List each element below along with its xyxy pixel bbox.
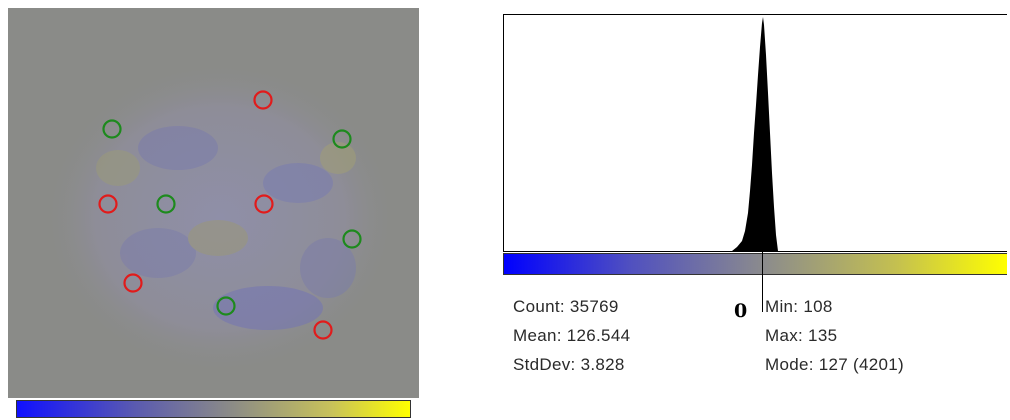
histogram-colorbar	[503, 253, 1007, 275]
stat-stddev: StdDev: 3.828	[513, 355, 625, 374]
histogram-peak	[732, 17, 778, 251]
image-colorbar	[16, 400, 411, 418]
stat-min: Min: 108	[765, 297, 833, 316]
green-roi-marker[interactable]	[156, 194, 176, 214]
histogram-plot	[503, 14, 1007, 252]
red-roi-marker[interactable]	[123, 273, 143, 293]
roi-overlay	[42, 60, 398, 376]
stat-max: Max: 135	[765, 326, 838, 345]
green-roi-marker[interactable]	[332, 129, 352, 149]
histogram-canvas	[732, 17, 778, 251]
green-roi-marker[interactable]	[216, 296, 236, 316]
zero-marker-line	[762, 250, 763, 312]
stat-count: Count: 35769	[513, 297, 619, 316]
red-roi-marker[interactable]	[313, 320, 333, 340]
green-roi-marker[interactable]	[342, 229, 362, 249]
zero-marker-label: 0	[734, 300, 748, 322]
image-view[interactable]	[8, 8, 419, 398]
specimen-disc	[42, 60, 398, 376]
green-roi-marker[interactable]	[102, 119, 122, 139]
red-roi-marker[interactable]	[98, 194, 118, 214]
stat-mean: Mean: 126.544	[513, 326, 631, 345]
red-roi-marker[interactable]	[254, 194, 274, 214]
red-roi-marker[interactable]	[253, 90, 273, 110]
stat-mode: Mode: 127 (4201)	[765, 355, 904, 374]
